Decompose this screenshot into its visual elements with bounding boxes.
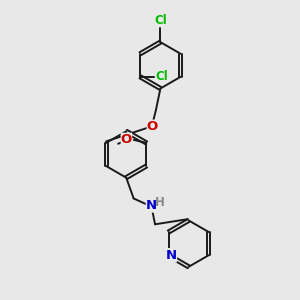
Text: O: O <box>147 120 158 133</box>
Text: N: N <box>165 249 176 262</box>
Text: H: H <box>155 196 165 209</box>
Text: N: N <box>146 200 157 212</box>
Text: O: O <box>121 133 132 146</box>
Text: Cl: Cl <box>154 14 167 27</box>
Text: Cl: Cl <box>156 70 169 83</box>
